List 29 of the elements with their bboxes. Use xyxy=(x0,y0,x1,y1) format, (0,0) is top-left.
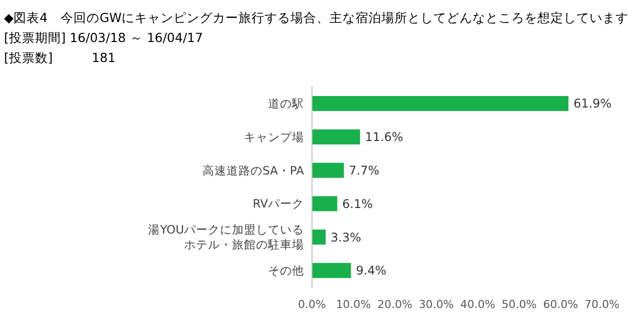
y-tick-label: RVパーク xyxy=(252,196,304,211)
y-tick-label: 道の駅 xyxy=(268,96,304,111)
x-tick-label: 60.0% xyxy=(543,298,578,311)
bar xyxy=(312,129,360,144)
bar xyxy=(312,162,344,178)
data-label: 11.6% xyxy=(365,130,404,144)
x-tick-label: 50.0% xyxy=(502,298,537,311)
y-tick-label: 高速道路のSA・PA xyxy=(202,163,304,178)
chart-title: ◆図表4 今回のGWにキャンピングカー旅行する場合、主な宿泊場所としてどんなところを想定しています xyxy=(4,10,629,25)
bar xyxy=(312,96,568,112)
x-tick-label: 20.0% xyxy=(377,298,412,311)
bar xyxy=(312,230,326,245)
x-tick-label: 0.0% xyxy=(298,298,326,311)
y-tick-label: その他 xyxy=(268,263,304,278)
bar xyxy=(312,262,351,278)
y-tick-label: キャンプ場 xyxy=(244,130,304,144)
text: [投票数] 181 xyxy=(4,50,116,65)
x-tick-label: 40.0% xyxy=(460,298,496,311)
data-label: 3.3% xyxy=(330,230,362,244)
data-label: 61.9% xyxy=(573,96,612,111)
data-label: 9.4% xyxy=(356,264,386,278)
x-tick-label: 10.0% xyxy=(336,298,371,311)
data-label: 6.1% xyxy=(342,196,373,211)
x-tick-label: 70.0% xyxy=(584,298,620,311)
x-tick-label: 30.0% xyxy=(418,298,454,311)
data-label: 7.7% xyxy=(348,164,380,178)
y-tick-label: 湯YOUパークに加盟しているホテル・旅館の駐車場 xyxy=(148,222,304,252)
text: [投票期間] 16/03/18 ～ 16/04/17 xyxy=(4,30,203,45)
bar xyxy=(312,196,338,212)
